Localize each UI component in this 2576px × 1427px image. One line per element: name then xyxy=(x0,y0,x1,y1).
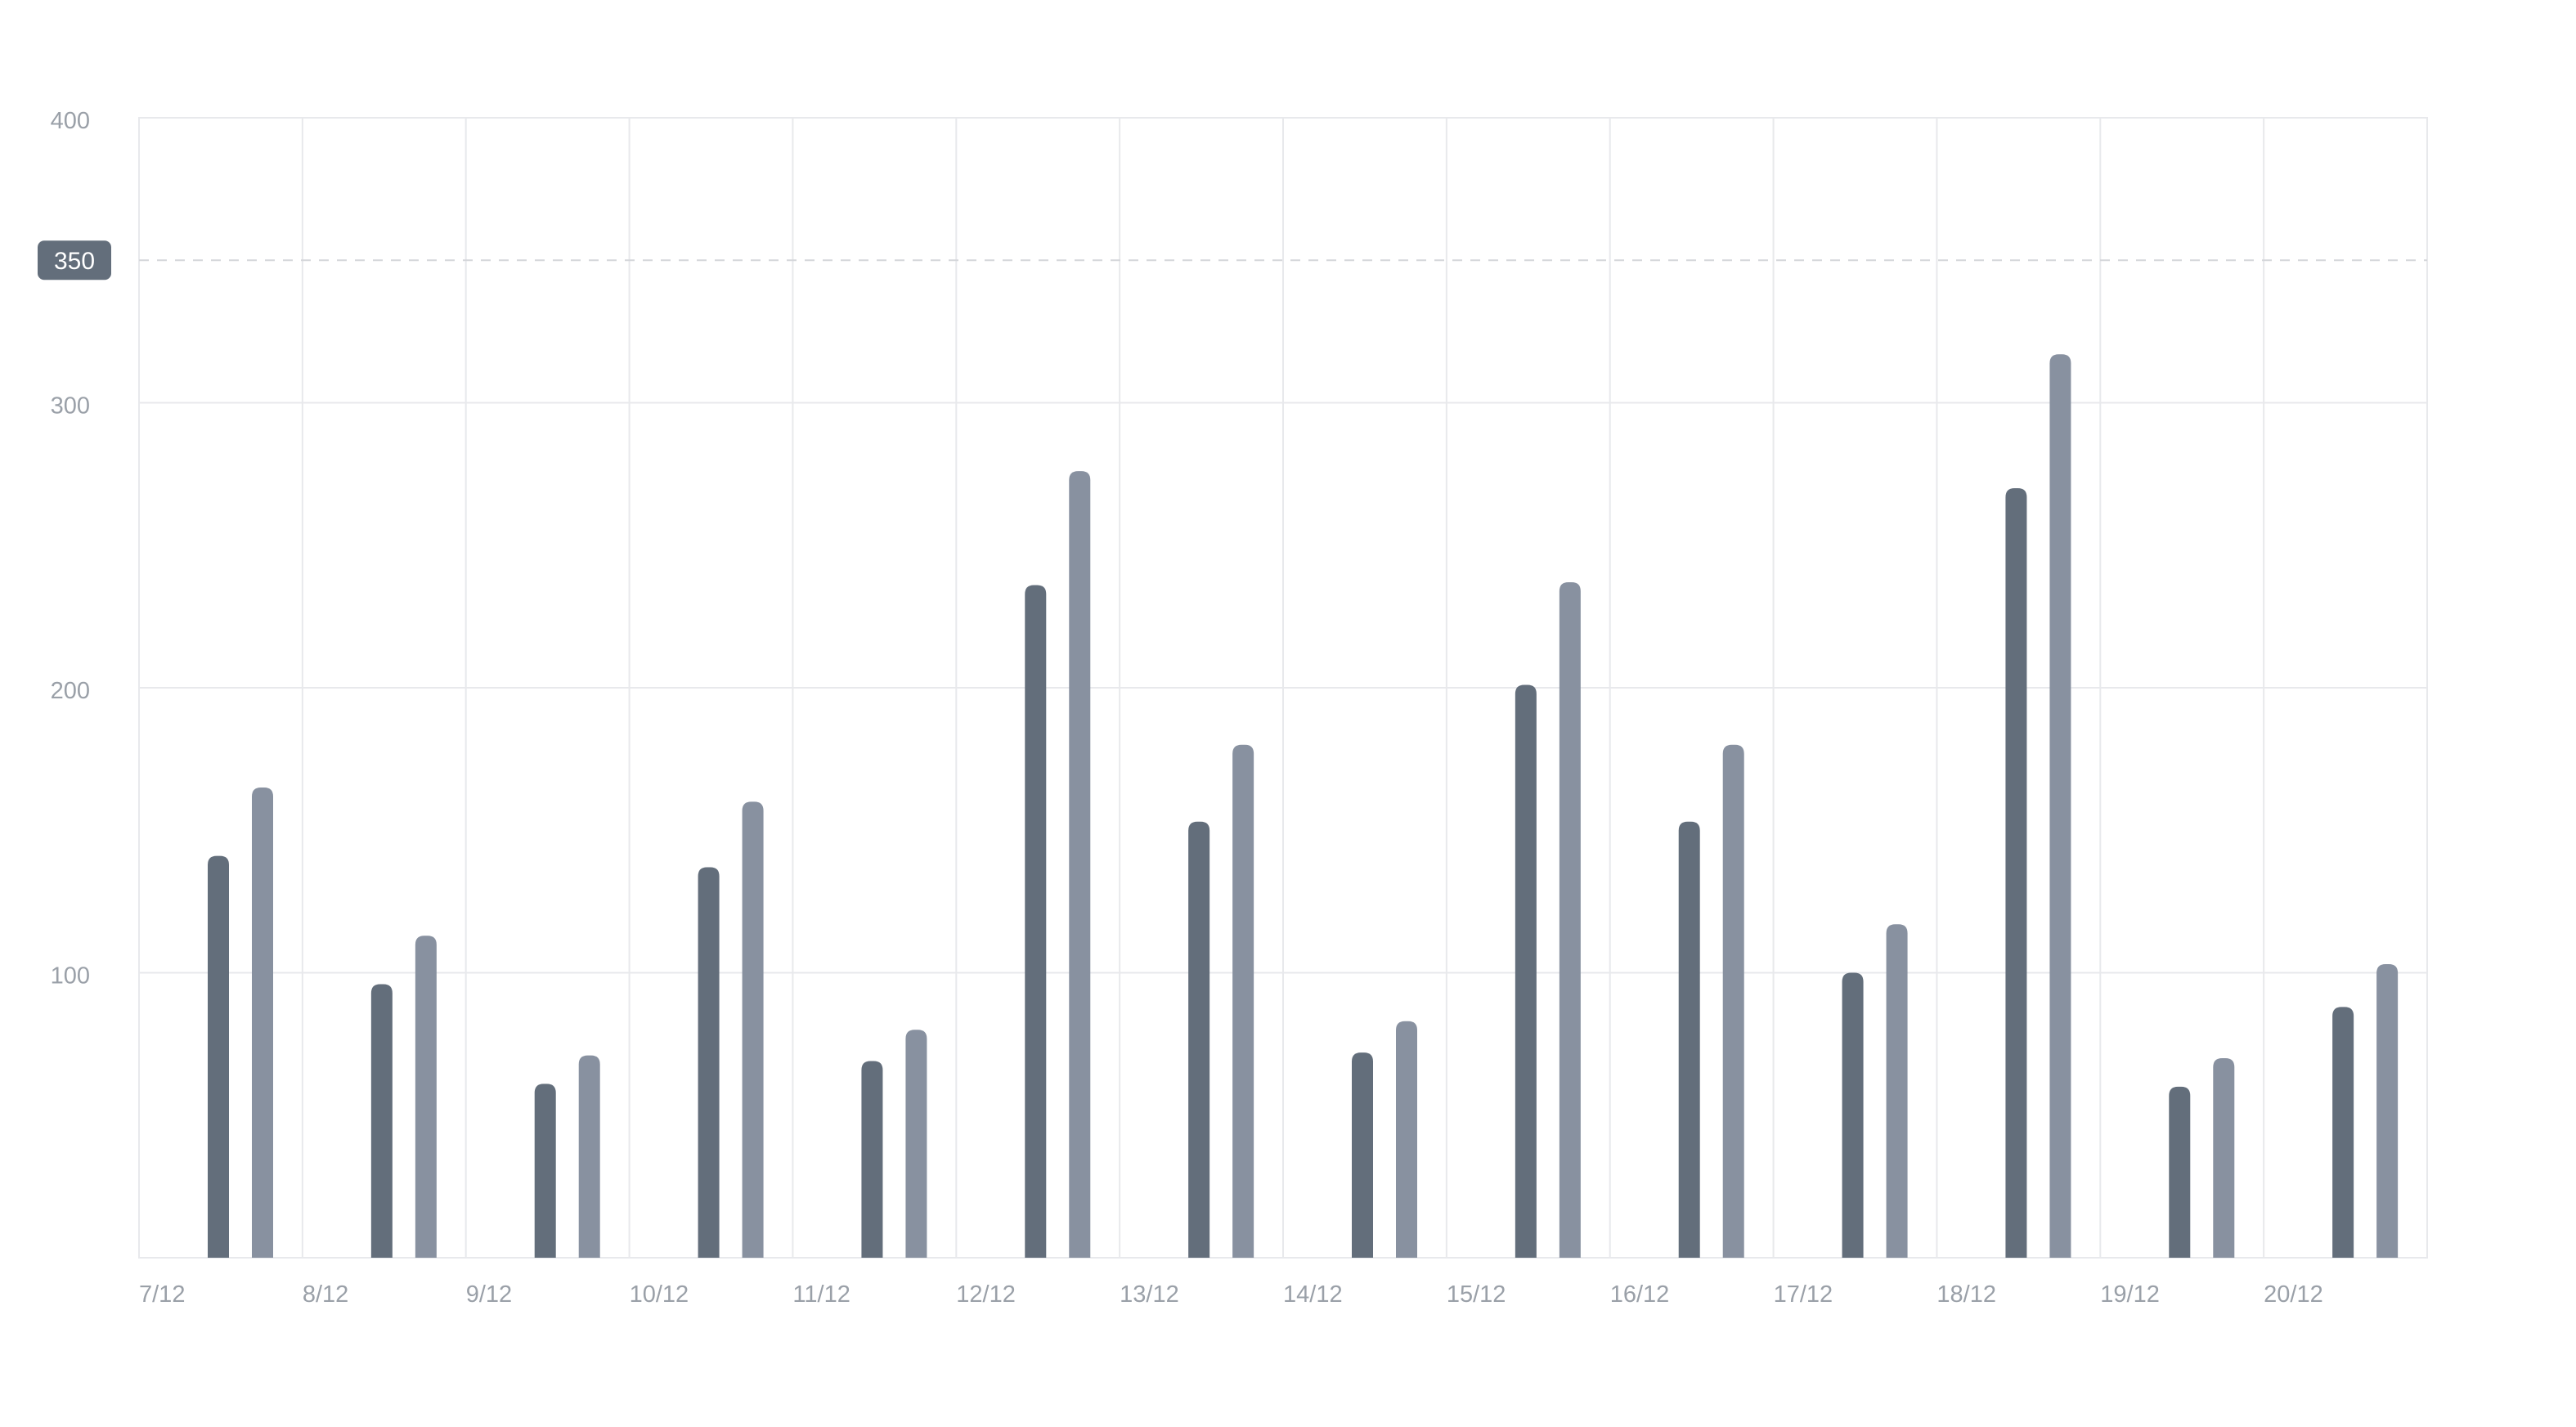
bar-series-1-12-12 xyxy=(1025,585,1047,1258)
bar-series-1-14-12 xyxy=(1352,1052,1373,1258)
x-tick-label: 19/12 xyxy=(2100,1281,2160,1308)
bar-series-1-11-12 xyxy=(861,1061,883,1258)
bar-series-1-8-12 xyxy=(370,984,393,1258)
x-tick-label: 8/12 xyxy=(303,1281,348,1308)
x-tick-label: 11/12 xyxy=(792,1281,850,1308)
reference-badge xyxy=(38,240,111,280)
bar-series-2-9-12 xyxy=(578,1055,600,1258)
x-axis-ticks: 7/12 8/12 9/12 10/12 11/12 12/12 13/12 14/12 15/… xyxy=(139,1281,2323,1308)
bar-series-1-7-12 xyxy=(208,855,229,1258)
x-tick-label: 7/12 xyxy=(139,1281,185,1308)
bar-series-2-10-12 xyxy=(742,801,764,1258)
y-tick-label: 300 xyxy=(51,393,90,420)
bar-series-1-9-12 xyxy=(534,1084,556,1258)
bar-series-1-18-12 xyxy=(2005,488,2027,1258)
bars xyxy=(208,354,2399,1258)
y-tick-label: 200 xyxy=(51,678,90,704)
reference-badge-label: 350 xyxy=(54,248,95,275)
y-tick-label: 100 xyxy=(51,963,90,989)
bar-series-2-19-12 xyxy=(2213,1058,2235,1258)
bar-series-2-8-12 xyxy=(415,936,437,1258)
bar-series-2-15-12 xyxy=(1559,582,1581,1258)
x-tick-label: 18/12 xyxy=(1936,1281,1996,1308)
x-tick-label: 14/12 xyxy=(1283,1281,1343,1308)
bar-series-1-17-12 xyxy=(1842,972,1864,1258)
y-axis-ticks: 100 200 300 400 xyxy=(51,108,90,989)
x-tick-label: 16/12 xyxy=(1610,1281,1670,1308)
bar-series-1-19-12 xyxy=(2169,1086,2191,1258)
bar-series-2-13-12 xyxy=(1232,744,1254,1258)
bar-series-2-14-12 xyxy=(1396,1021,1417,1258)
x-tick-label: 17/12 xyxy=(1774,1281,1833,1308)
bar-series-1-10-12 xyxy=(698,867,720,1258)
y-tick-label: 400 xyxy=(51,108,90,134)
bar-series-1-16-12 xyxy=(1678,821,1700,1258)
x-tick-label: 10/12 xyxy=(630,1281,689,1308)
x-tick-label: 12/12 xyxy=(956,1281,1016,1308)
bar-series-2-11-12 xyxy=(905,1030,927,1258)
bar-series-1-20-12 xyxy=(2332,1007,2354,1258)
bar-series-2-17-12 xyxy=(1886,924,1908,1258)
reference-line-group: 350 xyxy=(38,240,2427,280)
x-tick-label: 13/12 xyxy=(1120,1281,1179,1308)
bar-series-1-13-12 xyxy=(1188,821,1210,1258)
x-tick-label: 20/12 xyxy=(2264,1281,2323,1308)
bar-series-2-7-12 xyxy=(252,787,273,1258)
bar-series-2-12-12 xyxy=(1069,471,1091,1258)
bar-series-1-15-12 xyxy=(1515,684,1537,1258)
bar-series-2-18-12 xyxy=(2049,354,2071,1258)
bar-series-2-20-12 xyxy=(2376,964,2399,1258)
x-tick-label: 15/12 xyxy=(1447,1281,1506,1308)
bar-series-2-16-12 xyxy=(1722,744,1744,1258)
x-tick-label: 9/12 xyxy=(466,1281,512,1308)
grid xyxy=(138,117,2428,1259)
